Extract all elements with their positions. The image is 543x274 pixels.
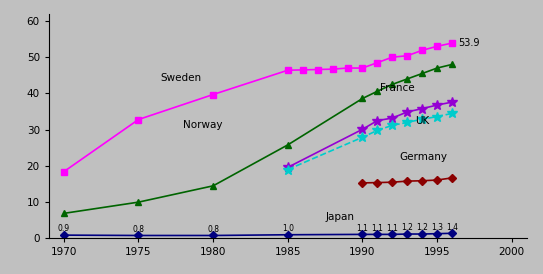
- Line: UK: UK: [283, 109, 457, 174]
- Sweden: [329, 67, 336, 71]
- France: [285, 166, 291, 169]
- Sweden: [135, 118, 142, 121]
- Sweden: [389, 56, 395, 59]
- Japan: [404, 232, 411, 236]
- Text: Japan: Japan: [325, 212, 354, 222]
- Text: 1.2: 1.2: [401, 223, 413, 232]
- Norway: [359, 97, 365, 100]
- Japan: [374, 233, 381, 236]
- Sweden: [299, 68, 306, 72]
- Japan: [449, 232, 455, 235]
- Germany: [419, 179, 425, 182]
- Text: 1.1: 1.1: [387, 224, 398, 233]
- Text: 1.4: 1.4: [446, 223, 458, 232]
- Norway: [374, 90, 381, 93]
- Norway: [135, 201, 142, 204]
- Text: Sweden: Sweden: [161, 73, 202, 82]
- Text: UK: UK: [415, 116, 429, 126]
- Text: 53.9: 53.9: [458, 38, 479, 48]
- Line: France: France: [283, 97, 457, 172]
- UK: [374, 129, 381, 132]
- Norway: [389, 83, 395, 86]
- Line: Japan: Japan: [61, 230, 455, 238]
- Text: 1.1: 1.1: [371, 224, 383, 233]
- UK: [359, 136, 365, 139]
- Text: Norway: Norway: [183, 120, 223, 130]
- Norway: [434, 66, 440, 70]
- Germany: [434, 178, 440, 182]
- Germany: [449, 176, 455, 179]
- Norway: [285, 143, 291, 147]
- Text: Germany: Germany: [400, 152, 448, 162]
- Text: 1.3: 1.3: [431, 223, 443, 232]
- UK: [404, 121, 411, 124]
- Norway: [210, 184, 216, 187]
- Norway: [60, 212, 67, 215]
- Japan: [389, 233, 395, 236]
- Line: Sweden: Sweden: [61, 40, 455, 175]
- Germany: [404, 179, 411, 183]
- Japan: [60, 233, 67, 237]
- Norway: [449, 63, 455, 66]
- Sweden: [285, 68, 291, 72]
- France: [419, 107, 425, 110]
- Sweden: [344, 66, 351, 70]
- Germany: [359, 181, 365, 185]
- Sweden: [449, 41, 455, 45]
- UK: [434, 115, 440, 118]
- Line: Germany: Germany: [359, 175, 455, 186]
- UK: [449, 112, 455, 115]
- Japan: [419, 232, 425, 236]
- UK: [389, 124, 395, 127]
- Text: 1.0: 1.0: [282, 224, 294, 233]
- Sweden: [210, 93, 216, 96]
- Text: 1.2: 1.2: [416, 223, 428, 232]
- Japan: [210, 234, 216, 237]
- Text: 1.1: 1.1: [357, 224, 368, 233]
- Norway: [419, 72, 425, 75]
- Germany: [389, 181, 395, 184]
- UK: [285, 168, 291, 171]
- Text: 0.8: 0.8: [132, 225, 144, 234]
- France: [449, 101, 455, 104]
- Sweden: [314, 68, 321, 71]
- Text: 0.9: 0.9: [58, 224, 70, 233]
- France: [359, 128, 365, 131]
- Sweden: [374, 61, 381, 64]
- France: [389, 116, 395, 120]
- Sweden: [419, 49, 425, 52]
- Sweden: [434, 45, 440, 48]
- Line: Norway: Norway: [60, 61, 456, 217]
- Sweden: [359, 66, 365, 70]
- Text: France: France: [380, 83, 415, 93]
- Germany: [374, 181, 381, 184]
- France: [404, 110, 411, 113]
- UK: [419, 118, 425, 121]
- Sweden: [60, 170, 67, 173]
- France: [434, 103, 440, 107]
- Japan: [135, 234, 142, 237]
- France: [374, 119, 381, 122]
- Japan: [285, 233, 291, 236]
- Norway: [404, 77, 411, 81]
- Sweden: [404, 54, 411, 57]
- Japan: [359, 233, 365, 236]
- Japan: [434, 232, 440, 235]
- Text: 0.8: 0.8: [207, 225, 219, 234]
